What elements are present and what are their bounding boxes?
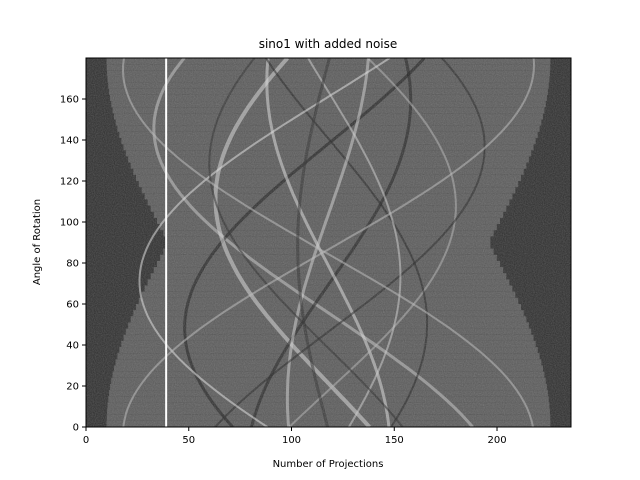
plot-area [86, 58, 571, 427]
y-tick-label: 100 [60, 218, 79, 229]
y-tick-label: 0 [73, 423, 79, 434]
y-tick-label: 20 [66, 382, 79, 393]
x-tick-label: 100 [282, 435, 301, 446]
x-axis-ticks: 0 50 100 150 200 [83, 427, 507, 446]
y-axis-label: Angle of Rotation [32, 199, 43, 285]
x-axis-label: Number of Projections [273, 459, 384, 470]
x-tick-label: 50 [182, 435, 195, 446]
y-tick-label: 40 [66, 341, 79, 352]
noise-overlay [86, 58, 571, 427]
plot-frame [85, 57, 572, 428]
x-tick-label: 0 [83, 435, 89, 446]
x-tick-label: 150 [385, 435, 404, 446]
y-axis-ticks: 0 20 40 60 80 100 120 140 160 [60, 95, 86, 434]
y-tick-label: 60 [66, 300, 79, 311]
x-tick-label: 200 [487, 435, 506, 446]
y-tick-label: 80 [66, 259, 79, 270]
y-tick-label: 140 [60, 136, 79, 147]
chart-title: sino1 with added noise [259, 37, 398, 51]
y-tick-label: 120 [60, 177, 79, 188]
y-tick-label: 160 [60, 95, 79, 106]
